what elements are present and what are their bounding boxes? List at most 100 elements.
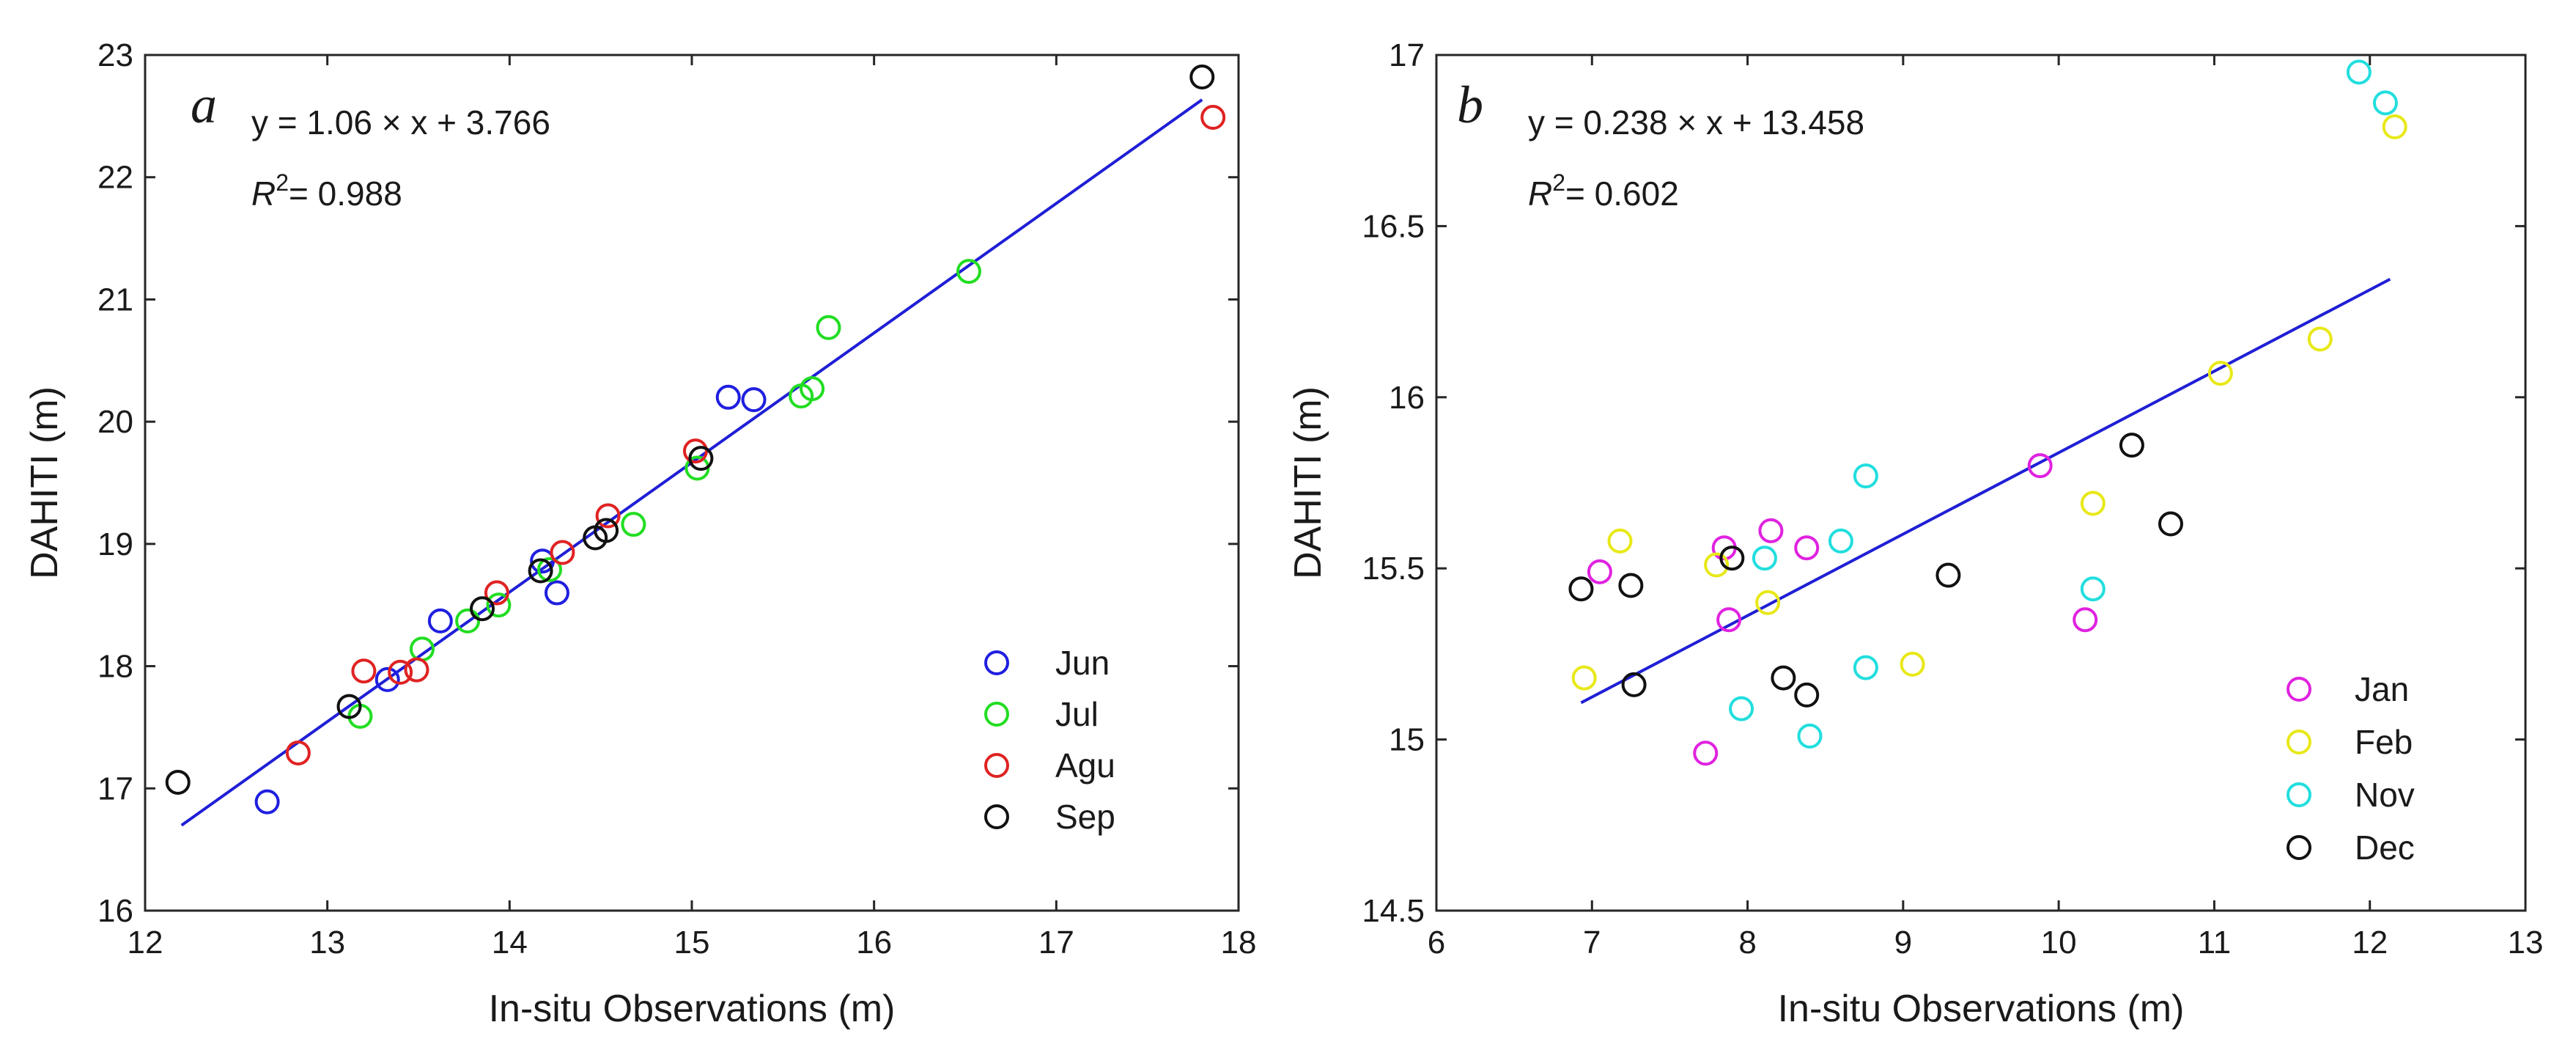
data-point	[2027, 453, 2053, 479]
y-tick-label: 17	[97, 771, 133, 807]
r-squared: R2= 0.988	[251, 169, 402, 213]
panel-a: 12 13 14 15 16 17 18 16 17 18 19 20 21 22 23 In-situ Ob…	[23, 37, 1256, 1030]
data-point	[1607, 528, 1633, 554]
y-tick-label: 16.5	[1362, 208, 1425, 244]
data-point	[1571, 665, 1597, 691]
data-point	[688, 446, 714, 471]
x-tick-label: 14	[492, 925, 528, 960]
data-point	[1200, 105, 1226, 131]
data-point	[2307, 326, 2333, 352]
data-point	[1704, 552, 1730, 578]
data-point	[1853, 655, 1878, 680]
x-tick-label: 6	[1428, 925, 1445, 960]
data-point	[388, 659, 413, 685]
series-agu	[285, 105, 1226, 765]
x-tick-label: 17	[1038, 925, 1074, 960]
data-point	[2346, 59, 2372, 85]
panel-b: 6 7 8 9 10 11 12 13 14.5 15 15.5 16 16.5 17 In-situ Ob…	[1287, 37, 2543, 1030]
series-feb	[1571, 114, 2407, 691]
r-squared-superscript: 2	[1552, 169, 1565, 196]
x-tick-label: 12	[128, 925, 163, 960]
x-tick-label: 9	[1894, 925, 1912, 960]
y-tick-label: 16	[97, 893, 133, 929]
legend-marker	[2287, 782, 2311, 807]
legend-label: Jun	[1055, 644, 1110, 682]
legend-label: Feb	[2355, 723, 2413, 761]
y-tick-label: 18	[97, 649, 133, 685]
legend-marker	[2287, 677, 2311, 702]
data-point	[2158, 511, 2183, 537]
y-tick-label: 20	[97, 404, 133, 440]
data-point	[2080, 491, 2106, 516]
legend-label: Jul	[1055, 695, 1099, 733]
data-point	[336, 694, 362, 719]
data-point	[621, 512, 646, 537]
plot-frame	[1435, 54, 2527, 912]
regression-line	[1580, 278, 2391, 705]
data-point	[816, 315, 841, 340]
data-point	[1719, 545, 1745, 571]
y-tick-label: 14.5	[1362, 893, 1425, 929]
series-sep	[165, 65, 1215, 795]
regression-equation: y = 0.238 × x + 13.458	[1528, 103, 1864, 142]
data-point	[1587, 559, 1612, 584]
data-point	[2080, 576, 2106, 602]
legend-marker	[2287, 730, 2311, 754]
y-tick-label: 23	[97, 37, 133, 73]
legend-label: Dec	[2355, 829, 2415, 867]
x-tick-label: 10	[2041, 925, 2077, 960]
x-tick-label: 12	[2352, 925, 2388, 960]
y-tick-label: 19	[97, 526, 133, 562]
legend-marker	[984, 753, 1009, 778]
data-point	[956, 259, 981, 284]
data-point	[1828, 528, 1853, 554]
x-tick-label: 13	[2508, 925, 2544, 960]
data-point	[550, 540, 575, 565]
data-point	[1900, 651, 1925, 677]
data-point	[484, 580, 509, 606]
y-axis-label: DAHITI (m)	[23, 386, 66, 579]
data-point	[595, 503, 621, 529]
legend-label: Jan	[2355, 670, 2409, 708]
data-point	[715, 384, 741, 410]
y-tick-label: 22	[97, 160, 133, 196]
data-point	[374, 666, 400, 692]
data-point	[285, 740, 311, 765]
data-point	[1618, 573, 1644, 598]
x-axis-label: In-situ Observations (m)	[489, 988, 896, 1030]
panel-letter: a	[191, 76, 217, 134]
legend-label: Agu	[1055, 746, 1115, 785]
data-point	[1771, 665, 1796, 691]
r-squared: R2= 0.602	[1528, 169, 1679, 213]
data-point	[1794, 682, 1820, 708]
x-tick-label: 18	[1221, 925, 1257, 960]
data-point	[1758, 518, 1784, 543]
data-point	[486, 592, 512, 618]
data-point	[1189, 65, 1215, 90]
x-tick-label: 8	[1738, 925, 1756, 960]
r-squared-superscript: 2	[276, 169, 289, 196]
data-point	[1621, 672, 1647, 697]
data-point	[2119, 433, 2144, 458]
data-point	[1729, 696, 1754, 721]
y-tick-label: 16	[1389, 380, 1425, 416]
data-point	[2382, 114, 2407, 140]
data-point	[537, 556, 563, 582]
legend-label: Sep	[1055, 798, 1115, 836]
panel-letter: b	[1457, 76, 1483, 134]
data-point	[1853, 463, 1878, 489]
data-point	[528, 558, 553, 584]
series-dec	[1568, 433, 2183, 708]
x-tick-label: 13	[309, 925, 345, 960]
y-tick-label: 17	[1389, 37, 1425, 73]
y-tick-label: 15	[1389, 722, 1425, 758]
data-point	[2073, 607, 2098, 633]
y-tick-label: 15.5	[1362, 551, 1425, 587]
x-tick-label: 11	[2198, 925, 2232, 960]
data-point	[800, 376, 825, 402]
regression-equation: y = 1.06 × x + 3.766	[251, 103, 550, 142]
data-point	[594, 518, 619, 543]
legend-marker	[984, 650, 1009, 675]
r-squared-symbol: R	[251, 175, 276, 213]
